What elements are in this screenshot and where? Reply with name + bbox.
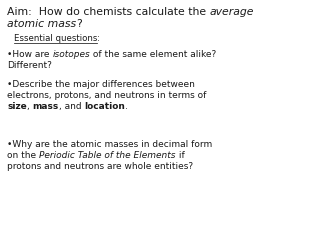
Text: on the: on the — [7, 151, 39, 160]
Text: protons and neutrons are whole entities?: protons and neutrons are whole entities? — [7, 162, 193, 171]
Text: mass: mass — [32, 102, 59, 111]
Text: Essential questions: Essential questions — [14, 34, 97, 43]
Text: :: : — [97, 34, 100, 43]
Text: •How are: •How are — [7, 50, 52, 59]
Text: of the same element alike?: of the same element alike? — [90, 50, 216, 59]
Text: Different?: Different? — [7, 61, 52, 70]
Text: average: average — [210, 7, 254, 17]
Text: •Describe the major differences between: •Describe the major differences between — [7, 80, 195, 89]
Text: Aim:  How do chemists calculate the: Aim: How do chemists calculate the — [7, 7, 210, 17]
Text: •Why are the atomic masses in decimal form: •Why are the atomic masses in decimal fo… — [7, 140, 212, 149]
Text: Periodic Table of the Elements: Periodic Table of the Elements — [39, 151, 175, 160]
Text: electrons, protons, and neutrons in terms of: electrons, protons, and neutrons in term… — [7, 91, 206, 100]
Text: atomic mass: atomic mass — [7, 19, 76, 29]
Text: location: location — [84, 102, 125, 111]
Text: , and: , and — [59, 102, 84, 111]
Text: size: size — [7, 102, 27, 111]
Text: .: . — [125, 102, 128, 111]
Text: ,: , — [27, 102, 32, 111]
Text: if: if — [175, 151, 184, 160]
Text: ?: ? — [76, 19, 82, 29]
Text: isotopes: isotopes — [52, 50, 90, 59]
